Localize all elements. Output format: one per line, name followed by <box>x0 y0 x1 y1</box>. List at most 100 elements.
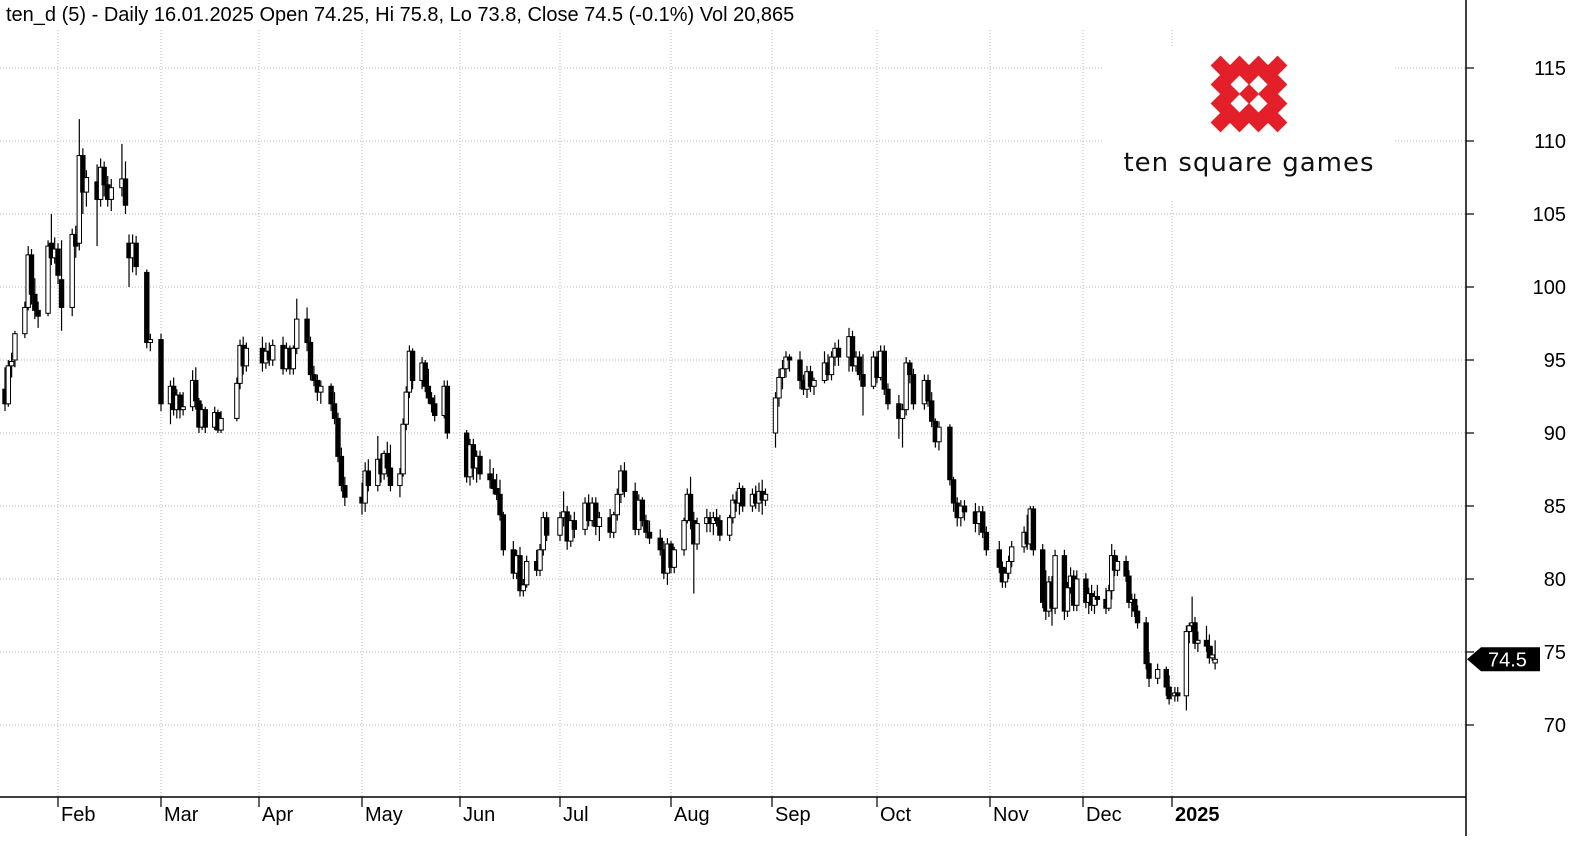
x-tick-label: Oct <box>880 804 912 826</box>
candle <box>1186 622 1192 644</box>
candle <box>1083 573 1089 609</box>
candle <box>202 406 208 433</box>
candle <box>856 351 863 381</box>
candle <box>1126 570 1132 609</box>
candle <box>80 148 86 214</box>
candle-body-down <box>500 514 507 551</box>
candle-body-up <box>1005 560 1012 574</box>
candle <box>1114 555 1121 577</box>
candle-body-up <box>318 385 324 393</box>
candle <box>477 450 483 480</box>
candle <box>490 468 497 495</box>
candle-body-down <box>980 511 986 533</box>
candle-body-down <box>477 455 483 475</box>
candle <box>1209 646 1215 661</box>
candle <box>500 511 507 556</box>
candle-body-up <box>1212 658 1218 664</box>
candle <box>681 517 687 556</box>
candle-body-down <box>1126 575 1132 603</box>
candle <box>1040 543 1046 609</box>
candle <box>860 354 866 416</box>
candle <box>621 462 628 498</box>
candle <box>1009 541 1015 568</box>
candle-body-up <box>1114 560 1121 571</box>
candle-body-up <box>1186 625 1192 633</box>
candle <box>936 421 942 451</box>
candle-body-down <box>384 452 390 469</box>
candle-body-up <box>671 549 677 568</box>
candle-body-up <box>611 514 617 533</box>
candle-body-down <box>907 362 913 376</box>
last-price-label: 74.5 <box>1488 649 1527 671</box>
candle-body-down <box>593 502 599 527</box>
x-tick-label: Dec <box>1086 804 1122 826</box>
candle <box>497 479 503 521</box>
candle-body-up <box>8 360 15 367</box>
candle <box>1183 625 1190 711</box>
y-tick-label: 80 <box>1544 569 1566 591</box>
candle-body-down <box>335 417 341 457</box>
candle <box>1074 570 1080 612</box>
logo-cell <box>1229 112 1250 133</box>
candle-body-up <box>5 365 12 405</box>
candle-body-down <box>365 470 372 487</box>
candle-body-up <box>403 391 409 425</box>
candle-body-down <box>307 341 314 376</box>
candle-body-up <box>523 560 530 586</box>
candle <box>177 392 183 419</box>
candle-body-down <box>849 336 856 367</box>
candle <box>493 473 500 501</box>
candle-body-up <box>147 339 154 343</box>
candle-body-up <box>1091 596 1098 606</box>
candle-body-down <box>35 309 41 317</box>
candle <box>1154 663 1161 685</box>
candle <box>1163 666 1169 696</box>
candle-body-down <box>1163 669 1169 688</box>
candle <box>1061 549 1068 620</box>
candle <box>126 234 132 287</box>
candle <box>899 403 906 448</box>
x-tick-label: Feb <box>61 804 95 826</box>
candle-body-down <box>947 426 953 481</box>
candle <box>234 377 240 422</box>
candle <box>5 360 12 407</box>
candle-body-down <box>409 350 416 381</box>
candle-body-down <box>1203 639 1210 647</box>
candle-body-down <box>881 350 887 390</box>
candle <box>69 228 75 317</box>
candle-body-down <box>571 520 578 530</box>
x-tick-label: Mar <box>164 804 199 826</box>
candle-body-up <box>772 397 779 434</box>
candle-body-up <box>681 520 687 551</box>
candle-body-up <box>776 377 782 399</box>
candle <box>397 468 403 498</box>
candle <box>76 119 83 251</box>
candle-body-up <box>520 584 527 592</box>
candle-body-up <box>1106 590 1112 609</box>
candle <box>342 476 348 506</box>
y-tick-label: 70 <box>1544 715 1566 737</box>
candle-body-down <box>786 356 793 361</box>
candle <box>947 424 953 486</box>
candle <box>517 546 523 597</box>
candle-body-up <box>1209 654 1215 659</box>
candle <box>365 459 372 492</box>
candle <box>1109 543 1115 600</box>
candle <box>643 514 649 539</box>
candle-body-down <box>28 254 35 295</box>
candle-body-down <box>304 318 310 343</box>
candle-body-up <box>811 379 817 387</box>
y-tick-label: 100 <box>1533 277 1566 299</box>
x-tick-label: Nov <box>993 804 1029 826</box>
candle <box>885 383 891 410</box>
candle-body-down <box>687 493 694 522</box>
candle <box>1005 555 1012 579</box>
candle-body-up <box>180 406 186 411</box>
candle <box>762 488 769 506</box>
candle-body-down <box>1206 645 1213 659</box>
candle <box>568 514 574 547</box>
candle <box>828 351 835 381</box>
candle <box>422 360 428 393</box>
